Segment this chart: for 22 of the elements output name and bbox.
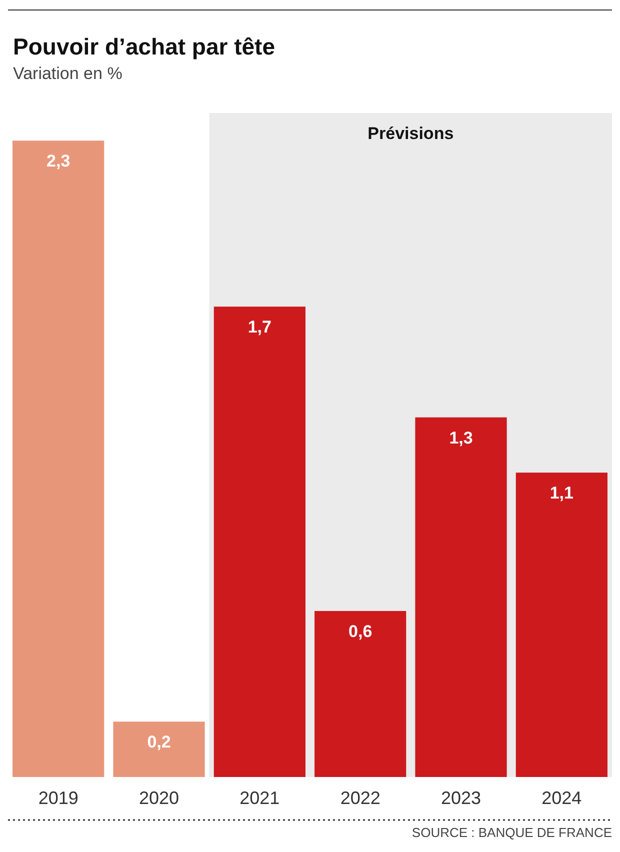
x-tick-label: 2024 <box>542 788 582 808</box>
chart-title: Pouvoir d’achat par tête <box>13 34 276 60</box>
data-label: 1,3 <box>449 428 473 448</box>
data-label: 1,7 <box>248 318 272 337</box>
bar <box>314 611 406 777</box>
bar <box>12 140 104 777</box>
data-label: 0,2 <box>147 732 171 752</box>
data-label: 1,1 <box>550 484 574 503</box>
chart-subtitle: Variation en % <box>13 64 122 83</box>
x-tick-label: 2020 <box>138 788 180 808</box>
bar <box>415 417 507 777</box>
bar <box>113 722 205 777</box>
band-label: Prévisions <box>368 124 454 143</box>
x-tick-label: 2023 <box>440 788 482 808</box>
bar <box>516 472 608 777</box>
x-tick-label: 2019 <box>38 788 78 808</box>
data-label: 0,6 <box>348 622 372 641</box>
bar <box>214 306 306 777</box>
source-note: SOURCE : BANQUE DE FRANCE <box>412 825 612 840</box>
x-tick-label: 2022 <box>340 788 380 808</box>
data-label: 2,3 <box>46 152 70 171</box>
x-tick-label: 2021 <box>240 788 280 808</box>
